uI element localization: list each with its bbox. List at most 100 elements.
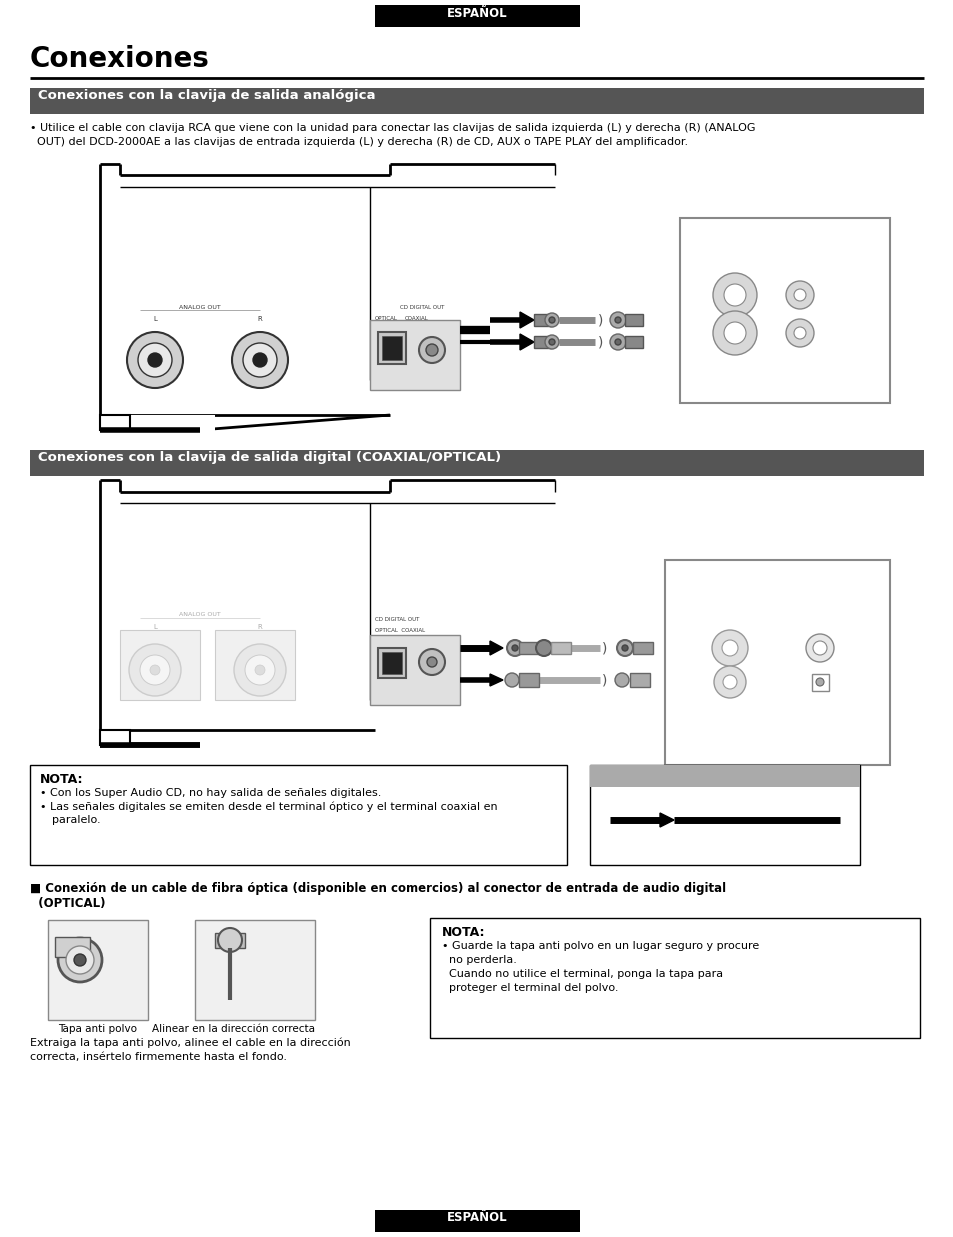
Bar xyxy=(48,920,148,1021)
Text: Extraiga la tapa anti polvo, alinee el cable en la dirección: Extraiga la tapa anti polvo, alinee el c… xyxy=(30,1038,351,1049)
Bar xyxy=(375,5,579,27)
Bar xyxy=(589,764,859,865)
Polygon shape xyxy=(490,641,502,656)
Circle shape xyxy=(536,640,552,656)
Bar xyxy=(377,332,406,364)
Text: Conexiones con la clavija de salida digital (COAXIAL/OPTICAL): Conexiones con la clavija de salida digi… xyxy=(38,452,500,464)
Circle shape xyxy=(621,644,627,651)
Text: • Utilice el cable con clavija RCA que viene con la unidad para conectar las cla: • Utilice el cable con clavija RCA que v… xyxy=(30,122,755,134)
Polygon shape xyxy=(519,334,534,350)
Text: L: L xyxy=(152,315,157,322)
Circle shape xyxy=(812,641,826,656)
Circle shape xyxy=(712,273,757,317)
Polygon shape xyxy=(490,674,502,687)
Circle shape xyxy=(785,281,813,309)
Text: ): ) xyxy=(601,641,607,656)
Circle shape xyxy=(253,353,267,367)
Text: CD DIGITAL OUT: CD DIGITAL OUT xyxy=(375,617,419,622)
Circle shape xyxy=(138,343,172,377)
Text: • Guarde la tapa anti polvo en un lugar seguro y procure: • Guarde la tapa anti polvo en un lugar … xyxy=(441,941,759,951)
Bar xyxy=(100,730,130,745)
Text: R: R xyxy=(257,623,262,630)
Bar xyxy=(30,88,923,114)
Circle shape xyxy=(711,630,747,666)
Bar xyxy=(629,673,649,687)
Text: paralelo.: paralelo. xyxy=(52,815,100,825)
Circle shape xyxy=(712,310,757,355)
Bar xyxy=(370,320,459,390)
Circle shape xyxy=(609,334,625,350)
Bar xyxy=(624,314,642,327)
Bar xyxy=(811,674,828,691)
Circle shape xyxy=(815,678,823,687)
Bar xyxy=(551,642,571,654)
Circle shape xyxy=(609,312,625,328)
Circle shape xyxy=(254,666,265,675)
Bar xyxy=(375,1210,579,1232)
Text: NOTA:: NOTA: xyxy=(441,927,485,939)
Circle shape xyxy=(512,644,517,651)
Text: Conexiones: Conexiones xyxy=(30,45,210,73)
Text: correcta, insértelo firmemente hasta el fondo.: correcta, insértelo firmemente hasta el … xyxy=(30,1051,287,1063)
Text: Conexiones con la clavija de salida analógica: Conexiones con la clavija de salida anal… xyxy=(38,89,375,101)
Bar xyxy=(381,652,401,674)
Bar xyxy=(194,920,314,1021)
Circle shape xyxy=(140,656,170,685)
Bar xyxy=(430,918,919,1038)
Text: COAXIAL: COAXIAL xyxy=(405,315,428,320)
Circle shape xyxy=(617,640,633,656)
Text: no perderla.: no perderla. xyxy=(441,955,517,965)
Circle shape xyxy=(74,954,86,966)
Circle shape xyxy=(243,343,276,377)
Bar xyxy=(633,642,652,654)
Circle shape xyxy=(548,317,555,323)
Bar xyxy=(370,635,459,705)
Text: ANALOG OUT: ANALOG OUT xyxy=(179,306,221,310)
Polygon shape xyxy=(659,813,673,828)
Circle shape xyxy=(793,327,805,339)
Circle shape xyxy=(245,656,274,685)
Circle shape xyxy=(418,649,444,675)
Text: OUT) del DCD-2000AE a las clavijas de entrada izquierda (L) y derecha (R) de CD,: OUT) del DCD-2000AE a las clavijas de en… xyxy=(30,137,687,147)
Circle shape xyxy=(615,673,628,687)
Bar xyxy=(214,630,294,700)
Bar xyxy=(30,764,566,865)
Text: Alinear en la dirección correcta: Alinear en la dirección correcta xyxy=(152,1024,314,1034)
Circle shape xyxy=(504,673,518,687)
Bar xyxy=(518,673,538,687)
Bar xyxy=(55,936,90,957)
Text: • Con los Super Audio CD, no hay salida de señales digitales.: • Con los Super Audio CD, no hay salida … xyxy=(40,788,381,798)
Text: R: R xyxy=(257,315,262,322)
Text: ■ Conexión de un cable de fibra óptica (disponible en comercios) al conector de : ■ Conexión de un cable de fibra óptica (… xyxy=(30,882,725,896)
Bar xyxy=(664,560,889,764)
Bar xyxy=(534,336,552,348)
Circle shape xyxy=(150,666,160,675)
Circle shape xyxy=(785,319,813,348)
Circle shape xyxy=(506,640,522,656)
Text: ): ) xyxy=(598,313,602,327)
Bar xyxy=(679,218,889,403)
Text: Tapa anti polvo: Tapa anti polvo xyxy=(58,1024,137,1034)
Text: ANALOG OUT: ANALOG OUT xyxy=(179,612,221,617)
Circle shape xyxy=(805,635,833,662)
Text: ESPAÑOL: ESPAÑOL xyxy=(446,1211,507,1223)
Bar xyxy=(518,642,543,654)
Text: proteger el terminal del polvo.: proteger el terminal del polvo. xyxy=(441,983,618,993)
Circle shape xyxy=(218,928,242,952)
Circle shape xyxy=(544,335,558,349)
Bar xyxy=(381,336,401,360)
Circle shape xyxy=(548,339,555,345)
Circle shape xyxy=(722,675,737,689)
Text: ESPAÑOL: ESPAÑOL xyxy=(446,7,507,20)
Text: • Las señales digitales se emiten desde el terminal óptico y el terminal coaxial: • Las señales digitales se emiten desde … xyxy=(40,802,497,813)
Circle shape xyxy=(793,289,805,301)
Circle shape xyxy=(721,640,738,656)
Bar xyxy=(100,414,214,435)
Text: OPTICAL  COAXIAL: OPTICAL COAXIAL xyxy=(375,628,425,633)
Bar xyxy=(624,336,642,348)
Bar xyxy=(534,314,552,327)
Circle shape xyxy=(127,332,183,388)
Circle shape xyxy=(418,336,444,362)
Text: L: L xyxy=(152,623,157,630)
Circle shape xyxy=(58,938,102,982)
